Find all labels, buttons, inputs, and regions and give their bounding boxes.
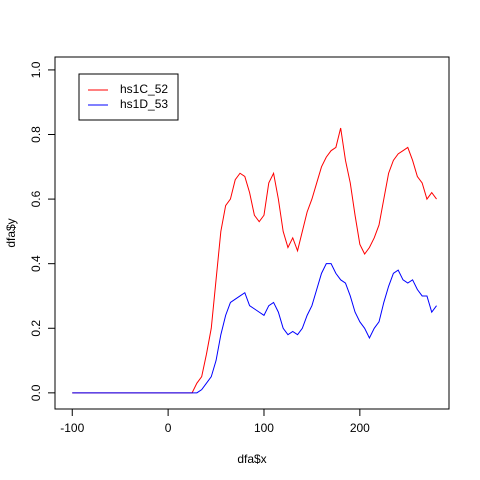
x-axis-label: dfa$x <box>237 452 266 466</box>
x-tick-label: 200 <box>350 421 370 435</box>
y-axis-label: dfa$y <box>4 218 18 247</box>
plot-frame <box>54 56 450 410</box>
y-tick-label: 0.0 <box>29 384 43 401</box>
x-tick-label: 100 <box>254 421 274 435</box>
y-tick-label: 0.4 <box>29 255 43 272</box>
series-line <box>72 127 437 394</box>
legend-label: hs1D_53 <box>120 97 168 111</box>
legend-label: hs1C_52 <box>120 82 168 96</box>
x-tick-label: 0 <box>165 421 172 435</box>
x-tick-label: -100 <box>60 421 84 435</box>
series-line <box>72 263 437 394</box>
y-tick-label: 1.0 <box>29 61 43 78</box>
legend-box <box>78 73 179 121</box>
y-tick-label: 0.8 <box>29 126 43 143</box>
y-tick-label: 0.2 <box>29 320 43 337</box>
y-tick-label: 0.6 <box>29 190 43 207</box>
